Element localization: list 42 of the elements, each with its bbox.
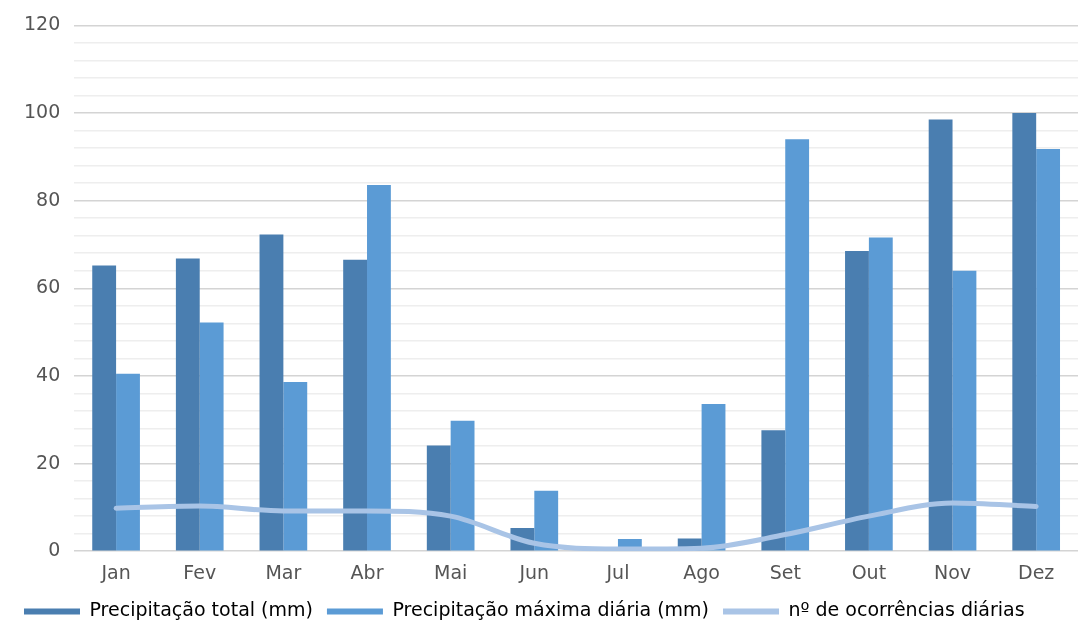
x-tick-label: Ago bbox=[683, 560, 720, 583]
bar bbox=[761, 430, 786, 551]
y-tick-label: 100 bbox=[24, 99, 61, 122]
x-tick-label: Mar bbox=[265, 560, 302, 583]
x-tick-label: Mai bbox=[434, 560, 468, 583]
bar bbox=[868, 237, 893, 551]
bar bbox=[175, 258, 200, 551]
bar bbox=[343, 259, 368, 551]
bar bbox=[367, 184, 391, 551]
legend-label: nº de ocorrências diárias bbox=[788, 598, 1025, 621]
bar bbox=[426, 445, 451, 551]
y-tick-label: 60 bbox=[36, 275, 61, 298]
x-tick-label: Abr bbox=[350, 560, 384, 583]
bar bbox=[116, 373, 140, 551]
x-tick-label: Fev bbox=[183, 560, 217, 583]
bar bbox=[534, 490, 559, 551]
y-tick-label: 40 bbox=[36, 362, 61, 385]
x-tick-label: Jun bbox=[518, 560, 550, 583]
bar bbox=[1036, 148, 1061, 551]
bar bbox=[283, 382, 308, 551]
bar bbox=[928, 119, 953, 551]
bar bbox=[1012, 113, 1037, 551]
bar bbox=[199, 322, 224, 551]
y-tick-label: 20 bbox=[36, 450, 61, 473]
bar bbox=[259, 234, 284, 551]
y-tick-label: 0 bbox=[48, 538, 61, 561]
x-tick-label: Set bbox=[769, 560, 801, 583]
x-tick-label: Nov bbox=[933, 560, 972, 583]
bar bbox=[845, 251, 869, 551]
x-tick-label: Jul bbox=[605, 560, 630, 583]
y-tick-label: 80 bbox=[36, 187, 61, 210]
bar bbox=[952, 270, 977, 551]
x-tick-label: Jan bbox=[100, 560, 131, 583]
bar bbox=[92, 265, 117, 551]
bar bbox=[785, 139, 810, 551]
legend-label: Precipitação máxima diária (mm) bbox=[392, 598, 710, 621]
bar bbox=[450, 420, 475, 551]
x-tick-label: Dez bbox=[1018, 560, 1055, 583]
bar bbox=[701, 403, 726, 551]
x-tick-label: Out bbox=[851, 560, 887, 583]
legend-label: Precipitação total (mm) bbox=[89, 598, 313, 621]
y-tick-label: 120 bbox=[24, 12, 61, 35]
